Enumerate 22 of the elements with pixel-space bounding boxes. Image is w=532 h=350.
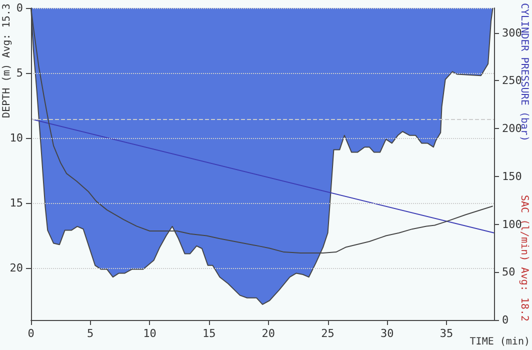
y2-tick-label: 150: [502, 170, 522, 183]
x-tick-label: 20: [262, 327, 276, 340]
y-tick-label: 0: [16, 2, 23, 14]
x-tick-label: 25: [321, 327, 334, 340]
x-tick-label: 5: [87, 327, 94, 340]
x-tick-label: 35: [440, 327, 454, 340]
y2-tick-label: 300: [502, 26, 522, 40]
x-tick-label: 10: [143, 327, 156, 340]
y2-tick-label: 0: [502, 314, 509, 326]
x-tick-label: 15: [202, 327, 216, 340]
y-tick-label: 5: [16, 66, 23, 80]
x-tick-label: 0: [28, 327, 34, 340]
y-tick-label: 20: [10, 262, 23, 274]
y-tick-label: 10: [10, 132, 23, 144]
y2-tick-label: 200: [502, 122, 522, 136]
y2-tick-label: 250: [502, 74, 522, 88]
y2-tick-label: 50: [502, 266, 516, 279]
x-tick-label: 30: [380, 327, 394, 340]
y2-tick-label: 100: [502, 218, 522, 231]
y-axis-title: DEPTH (m) Avg: 15.3: [2, 4, 12, 118]
x-axis-title: TIME (min): [470, 336, 530, 348]
y-tick-label: 15: [10, 196, 23, 210]
